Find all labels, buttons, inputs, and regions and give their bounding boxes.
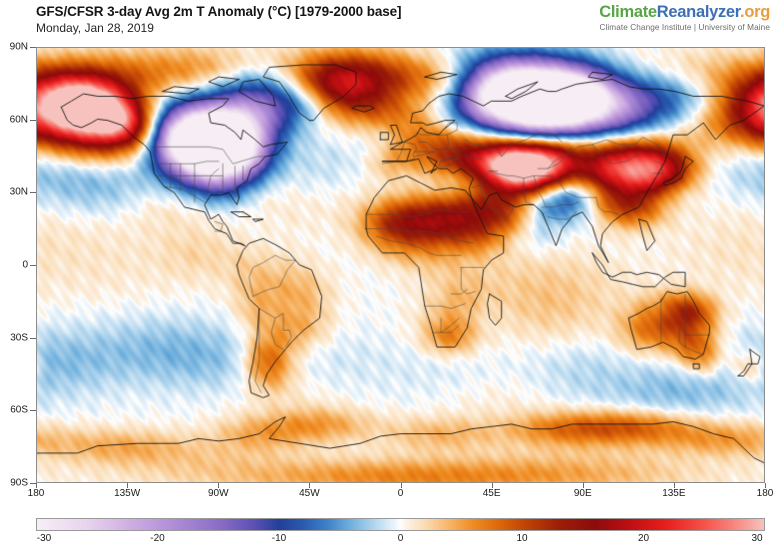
latitude-tick-mark <box>30 47 36 48</box>
colorbar-gradient <box>36 518 765 531</box>
latitude-tick-label: 90N <box>9 41 28 53</box>
longitude-tick-mark <box>127 483 129 488</box>
colorbar-tick-label: 0 <box>397 533 404 544</box>
latitude-tick-label: 60N <box>9 114 28 126</box>
latitude-tick-label: 0 <box>22 259 28 271</box>
brand-wordmark: ClimateReanalyzer.org <box>599 3 770 22</box>
longitude-tick-label: 135E <box>662 488 686 499</box>
longitude-tick-mark <box>309 483 311 488</box>
longitude-tick-label: 90W <box>207 488 229 499</box>
page-date: Monday, Jan 28, 2019 <box>36 21 154 35</box>
latitude-tick-label: 90S <box>10 477 28 489</box>
temperature-anomaly-heatmap <box>37 48 764 482</box>
brand-logo[interactable]: ClimateReanalyzer.org Climate Change Ins… <box>599 3 770 32</box>
brand-climate-text: Climate <box>599 3 657 21</box>
longitude-tick-mark <box>491 483 493 488</box>
colorbar <box>36 518 765 531</box>
latitude-tick-label: 30N <box>9 186 28 198</box>
longitude-tick-mark <box>36 483 37 488</box>
colorbar-tick-label: 10 <box>516 533 528 544</box>
brand-reanalyzer-text: Reanalyzer <box>656 3 741 21</box>
colorbar-tick-label: -30 <box>36 533 52 544</box>
page-header: GFS/CFSR 3-day Avg 2m T Anomaly (°C) [19… <box>0 0 780 44</box>
longitude-tick-mark <box>400 483 402 488</box>
latitude-tick-mark <box>30 192 36 194</box>
brand-institution: Climate Change Institute | University of… <box>599 23 770 32</box>
longitude-tick-label: 135W <box>114 488 141 499</box>
brand-org-text: .org <box>740 3 770 21</box>
map-plot-area[interactable] <box>36 47 765 483</box>
longitude-tick-label: 45W <box>299 488 320 499</box>
longitude-tick-mark <box>765 483 766 488</box>
longitude-tick-mark <box>673 483 675 488</box>
longitude-tick-label: 180 <box>27 488 45 499</box>
longitude-tick-mark <box>218 483 220 488</box>
page-title: GFS/CFSR 3-day Avg 2m T Anomaly (°C) [19… <box>36 4 402 19</box>
latitude-tick-mark <box>30 337 36 339</box>
colorbar-tick-label: -20 <box>150 533 165 544</box>
colorbar-tick-label: 20 <box>637 533 650 544</box>
longitude-tick-mark <box>582 483 584 488</box>
latitude-tick-label: 30S <box>10 332 28 344</box>
latitude-tick-label: 60S <box>10 404 28 416</box>
latitude-tick-mark <box>30 265 36 266</box>
latitude-tick-mark <box>30 119 36 121</box>
latitude-tick-mark <box>30 483 36 484</box>
longitude-tick-label: 0 <box>397 488 404 499</box>
longitude-tick-label: 180 <box>756 488 774 499</box>
colorbar-tick-label: -10 <box>271 533 287 544</box>
latitude-tick-mark <box>30 410 36 412</box>
colorbar-tick-label: 30 <box>751 533 763 544</box>
longitude-tick-label: 45E <box>482 488 501 499</box>
longitude-tick-label: 90E <box>573 488 592 499</box>
